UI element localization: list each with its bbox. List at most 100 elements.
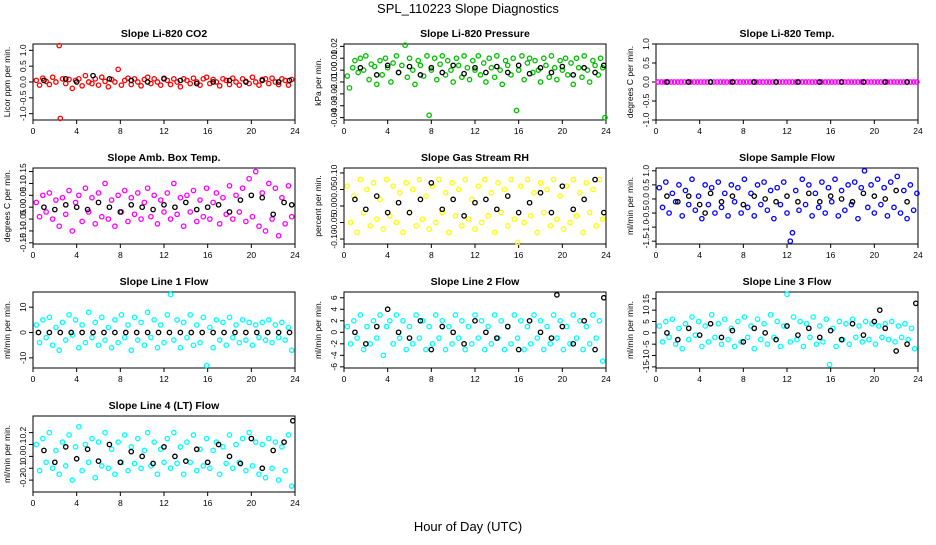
data-point (576, 189, 583, 196)
data-point (478, 219, 485, 226)
data-point (868, 79, 874, 85)
data-point (695, 193, 702, 199)
y-tick-label: 0 (329, 330, 339, 335)
data-point (203, 185, 210, 192)
data-point (534, 335, 541, 341)
data-point (491, 229, 498, 236)
data-point-subset (106, 75, 113, 82)
data-point (809, 213, 815, 219)
data-point-subset (417, 196, 424, 203)
data-point (560, 346, 567, 353)
x-tick-label: 12 (159, 374, 169, 384)
data-point (125, 467, 131, 474)
data-point (164, 311, 171, 318)
data-point (431, 55, 438, 62)
data-point-subset (95, 199, 102, 206)
data-point (656, 184, 663, 191)
data-point (792, 187, 799, 194)
data-point (498, 209, 505, 216)
data-point-subset (751, 193, 758, 199)
data-point (98, 213, 105, 220)
data-point-subset (581, 64, 588, 71)
data-point (816, 323, 823, 329)
data-point (95, 342, 102, 349)
data-point (534, 229, 541, 236)
panel-title: Slope Amb. Box Temp. (107, 152, 220, 164)
data-point (581, 53, 588, 59)
data-point (148, 213, 154, 220)
data-point (531, 312, 537, 318)
data-point (121, 432, 128, 438)
data-point (504, 222, 511, 229)
data-point (177, 444, 184, 450)
data-point (900, 187, 907, 194)
data-point (216, 471, 223, 478)
data-point (721, 316, 728, 323)
data-point-subset (248, 192, 255, 199)
data-point (92, 319, 99, 326)
data-point (767, 311, 774, 318)
data-point (367, 222, 374, 229)
data-point-subset (286, 329, 293, 336)
data-point-subset (232, 329, 238, 336)
data-point (786, 79, 793, 85)
y-tick-label: 0.0 (18, 450, 28, 462)
data-point-subset (270, 447, 277, 454)
panel-title: Slope Li-820 Temp. (740, 28, 835, 40)
data-point (377, 312, 383, 318)
data-point (659, 204, 666, 211)
data-point (689, 314, 695, 320)
y-tick-label: -1.5 (641, 234, 651, 249)
data-point (544, 323, 550, 330)
y-tick-label: -4 (329, 351, 339, 359)
y-axis-label: degrees C per min. (2, 170, 12, 242)
x-tick-label: 20 (558, 126, 568, 136)
data-point (380, 352, 387, 359)
data-point (803, 320, 810, 327)
data-point-subset (718, 334, 725, 341)
data-point-subset (685, 193, 692, 199)
data-point-subset (161, 75, 167, 82)
data-point (856, 323, 862, 329)
data-point (262, 337, 269, 343)
data-point (480, 60, 487, 66)
data-point-subset (95, 458, 102, 464)
data-point (170, 337, 177, 343)
data-point (887, 179, 894, 185)
x-tick-label: 8 (118, 374, 123, 384)
data-point-subset (41, 204, 47, 211)
data-point (743, 79, 750, 85)
data-point (741, 176, 748, 183)
data-point (82, 441, 89, 448)
data-point (524, 176, 531, 183)
data-point-subset (762, 196, 769, 202)
data-point (895, 323, 902, 329)
data-point-subset (166, 329, 173, 336)
data-point (793, 336, 800, 343)
data-point (559, 67, 566, 73)
data-point (738, 339, 745, 345)
data-point (769, 79, 776, 85)
data-point (688, 79, 694, 85)
data-point-subset (838, 196, 845, 202)
data-point (771, 215, 777, 222)
data-point-subset (537, 329, 544, 336)
x-tick-label: 16 (514, 250, 524, 260)
data-point-subset (685, 325, 692, 332)
data-point-subset (384, 209, 391, 216)
data-point (252, 322, 259, 328)
data-point-subset (204, 459, 211, 466)
data-point (682, 187, 689, 194)
data-point (444, 57, 451, 64)
data-point-subset (472, 199, 478, 206)
data-point (249, 463, 256, 469)
data-point (69, 85, 76, 92)
data-point-subset (729, 193, 736, 199)
x-tick-label: 4 (385, 250, 390, 260)
panel-title: Slope Sample Flow (739, 152, 836, 164)
data-point-subset (570, 206, 577, 213)
data-point-subset (373, 72, 380, 78)
y-tick-label: 0.05 (329, 181, 339, 198)
data-point-subset (600, 294, 607, 301)
